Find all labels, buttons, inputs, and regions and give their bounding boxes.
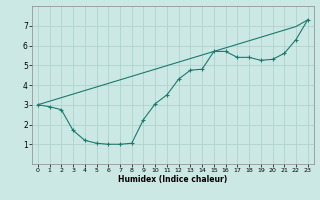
X-axis label: Humidex (Indice chaleur): Humidex (Indice chaleur) <box>118 175 228 184</box>
